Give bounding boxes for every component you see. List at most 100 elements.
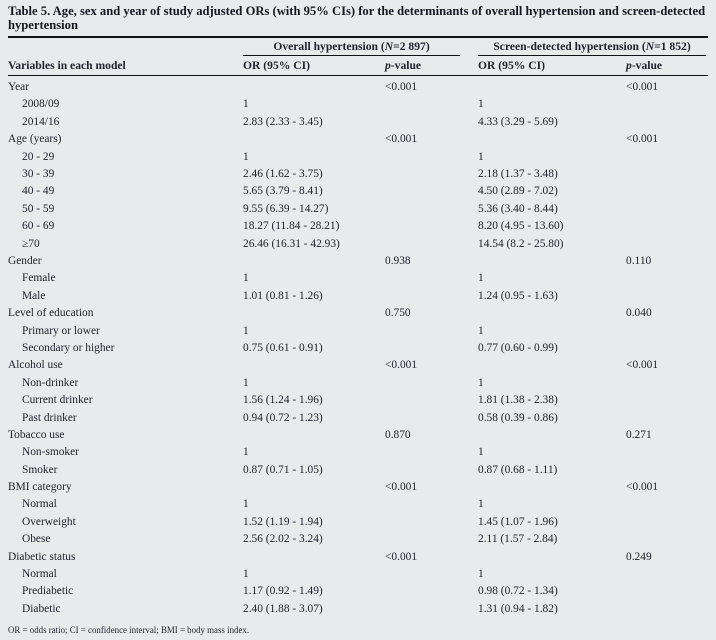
cell-or-screen: 1 <box>478 98 484 111</box>
cell-pvalue-overall <box>385 458 478 475</box>
cell-or-overall: 0.94 (0.72 - 1.23) <box>243 411 323 424</box>
cell-pvalue-overall <box>385 163 478 180</box>
cell-pvalue-overall <box>385 528 478 545</box>
cell-variable: Current drinker <box>22 394 93 407</box>
cell-variable: Past drinker <box>22 411 77 424</box>
cell-pvalue-screen <box>626 145 708 162</box>
cell-variable: 2008/09 <box>22 98 60 111</box>
cell-or-screen: 0.77 (0.60 - 0.99) <box>478 341 558 354</box>
cell-pvalue-overall <box>385 337 478 354</box>
table-row-variable: Year <0.001 <0.001 <box>8 76 708 93</box>
header-pvalue-screen: p-value <box>626 56 709 77</box>
cell-pvalue-overall: 0.750 <box>385 307 411 320</box>
cell-or-screen: 1 <box>478 376 484 389</box>
cell-or-screen <box>478 250 626 267</box>
cell-variable: Year <box>8 81 29 94</box>
group-overall-label: Overall hypertension (N=2 897) <box>243 40 461 57</box>
table-row-category: Normal 1 1 <box>8 493 708 510</box>
cell-pvalue-screen <box>626 319 708 336</box>
table-row-category: 60 - 69 18.27 (11.84 - 28.21) 8.20 (4.95 -… <box>8 215 708 232</box>
cell-or-overall: 1.56 (1.24 - 1.96) <box>243 394 323 407</box>
cell-or-screen: 8.20 (4.95 - 13.60) <box>478 220 564 233</box>
cell-pvalue-overall <box>385 441 478 458</box>
cell-variable: 40 - 49 <box>22 185 55 198</box>
cell-pvalue-screen: <0.001 <box>626 133 659 146</box>
cell-pvalue-screen <box>626 197 708 214</box>
cell-or-screen: 14.54 (8.2 - 25.80) <box>478 237 564 250</box>
cell-pvalue-overall <box>385 563 478 580</box>
cell-pvalue-screen <box>626 441 708 458</box>
cell-variable: Gender <box>8 254 42 267</box>
cell-pvalue-overall <box>385 232 478 249</box>
cell-variable: Secondary or higher <box>22 341 115 354</box>
cell-pvalue-overall <box>385 110 478 127</box>
cell-or-overall <box>243 302 385 319</box>
cell-pvalue-overall <box>385 389 478 406</box>
cell-or-overall: 18.27 (11.84 - 28.21) <box>243 220 340 233</box>
cell-or-overall: 1 <box>243 98 249 111</box>
determinants-table: Overall hypertension (N=2 897) Screen-de… <box>8 38 709 615</box>
group-screen-detected-hypertension: Screen-detected hypertension (N=1 852) <box>478 38 708 57</box>
header-pvalue-overall: p-value <box>385 56 479 77</box>
cell-or-overall: 5.65 (3.79 - 8.41) <box>243 185 323 198</box>
cell-variable: Diabetic status <box>8 550 76 563</box>
cell-variable: 20 - 29 <box>22 150 55 163</box>
cell-variable: Primary or lower <box>22 324 100 337</box>
cell-variable: Non-drinker <box>22 376 79 389</box>
group-overall-hypertension: Overall hypertension (N=2 897) <box>243 38 478 57</box>
cell-variable: Alcohol use <box>8 359 63 372</box>
cell-or-overall: 1 <box>243 446 249 459</box>
cell-or-screen: 2.18 (1.37 - 3.48) <box>478 168 558 181</box>
cell-or-overall <box>243 128 385 145</box>
table-row-category: Normal 1 1 <box>8 563 708 580</box>
cell-pvalue-overall <box>385 319 478 336</box>
cell-pvalue-screen <box>626 510 708 527</box>
table-row-category: Obese 2.56 (2.02 - 3.24) 2.11 (1.57 - 2.84… <box>8 528 708 545</box>
cell-or-overall <box>243 250 385 267</box>
cell-variable: Obese <box>22 533 51 546</box>
cell-or-overall: 1.01 (0.81 - 1.26) <box>243 289 323 302</box>
cell-or-overall: 2.46 (1.62 - 3.75) <box>243 168 323 181</box>
table-row-category: Secondary or higher 0.75 (0.61 - 0.91) 0.7… <box>8 337 708 354</box>
cell-or-overall: 0.87 (0.71 - 1.05) <box>243 463 323 476</box>
cell-pvalue-screen <box>626 528 708 545</box>
column-group-row: Overall hypertension (N=2 897) Screen-de… <box>8 38 708 57</box>
cell-variable: Diabetic <box>22 602 61 615</box>
cell-pvalue-overall <box>385 215 478 232</box>
cell-or-overall: 2.56 (2.02 - 3.24) <box>243 533 323 546</box>
table-row-variable: Gender 0.938 0.110 <box>8 250 708 267</box>
cell-pvalue-screen <box>626 493 708 510</box>
table-row-category: Prediabetic 1.17 (0.92 - 1.49) 0.98 (0.72 … <box>8 580 708 597</box>
cell-or-overall: 0.75 (0.61 - 0.91) <box>243 341 323 354</box>
table-body: Year <0.001 <0.001 2008/09 1 1 2014/16 2.83 (2.… <box>8 76 708 615</box>
cell-pvalue-overall <box>385 145 478 162</box>
table-row-category: Overweight 1.52 (1.19 - 1.94) 1.45 (1.07 -… <box>8 510 708 528</box>
cell-or-screen: 1 <box>478 498 484 511</box>
cell-pvalue-screen <box>626 163 708 180</box>
table-row-category: Female 1 1 <box>8 267 708 284</box>
cell-pvalue-screen <box>626 215 708 232</box>
cell-or-screen: 1 <box>478 150 484 163</box>
table-row-variable: Level of education 0.750 0.040 <box>8 302 708 319</box>
cell-pvalue-screen <box>626 232 708 249</box>
cell-or-screen <box>478 545 626 562</box>
table-row-category: 2008/09 1 1 <box>8 93 708 110</box>
cell-pvalue-screen <box>626 406 708 423</box>
cell-or-screen <box>478 424 626 441</box>
cell-variable: 2014/16 <box>22 115 60 128</box>
table-row-variable: BMI category <0.001 <0.001 <box>8 476 708 493</box>
group-screen-detected-label: Screen-detected hypertension (N=1 852) <box>478 40 707 57</box>
cell-pvalue-screen: <0.001 <box>626 481 659 494</box>
cell-pvalue-overall <box>385 267 478 284</box>
cell-variable: Female <box>22 272 56 285</box>
cell-pvalue-screen: 0.249 <box>626 550 652 563</box>
table-row-category: Non-drinker 1 1 <box>8 371 708 389</box>
cell-or-overall: 9.55 (6.39 - 14.27) <box>243 202 329 215</box>
cell-pvalue-screen <box>626 267 708 284</box>
cell-pvalue-overall <box>385 580 478 597</box>
cell-or-overall <box>243 424 385 441</box>
cell-pvalue-overall <box>385 197 478 214</box>
table-row-variable: Diabetic status <0.001 0.249 <box>8 545 708 563</box>
table-row-variable: Tobacco use 0.870 0.271 <box>8 424 708 441</box>
cell-pvalue-screen <box>626 580 708 597</box>
